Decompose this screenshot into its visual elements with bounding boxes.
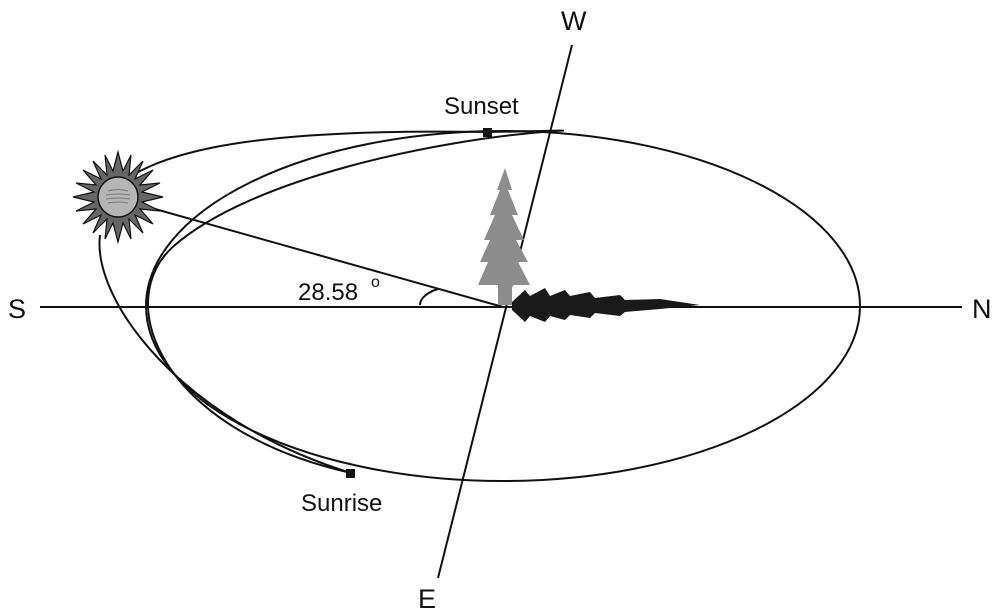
sunrise-marker xyxy=(346,469,355,478)
north-label: N xyxy=(972,294,992,324)
tree-shadow-icon xyxy=(512,288,700,322)
south-label: S xyxy=(8,294,26,324)
angle-value-label: 28.58 xyxy=(298,279,358,306)
sun-icon xyxy=(72,149,164,245)
east-label: E xyxy=(418,584,436,614)
west-east-line xyxy=(437,44,573,579)
angle-arc xyxy=(419,288,439,306)
sunset-marker xyxy=(483,128,492,137)
tree-icon xyxy=(478,168,530,305)
sunrise-label: Sunrise xyxy=(301,490,382,517)
angle-degree-symbol: o xyxy=(371,274,380,291)
sun-path-arc-inner xyxy=(147,130,556,474)
sun-path-arc-lower xyxy=(98,234,352,474)
sunset-label: Sunset xyxy=(444,93,519,120)
west-label: W xyxy=(561,6,587,36)
sun-altitude-line xyxy=(147,206,504,308)
sun-path-arc-upper xyxy=(95,129,565,217)
